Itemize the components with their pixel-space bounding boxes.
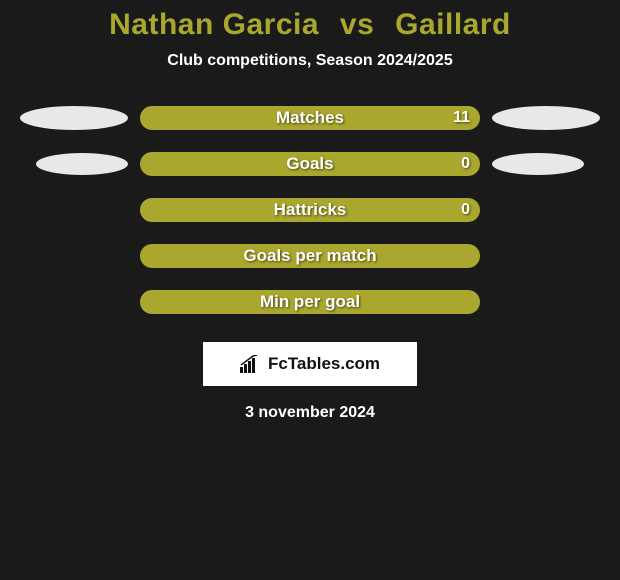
stat-label: Goals per match	[243, 246, 376, 266]
stat-label: Min per goal	[260, 292, 360, 312]
date-text: 3 november 2024	[0, 404, 620, 422]
stat-bar: Matches 11	[140, 106, 480, 130]
badge-text: FcTables.com	[268, 354, 380, 374]
stat-bar: Goals per match	[140, 244, 480, 268]
stat-value: 0	[461, 155, 470, 173]
page-title: Nathan Garcia vs Gaillard	[0, 8, 620, 42]
stat-bar: Hattricks 0	[140, 198, 480, 222]
right-ellipse	[492, 106, 600, 130]
stat-row: Goals 0	[0, 152, 620, 176]
stat-value: 0	[461, 201, 470, 219]
stat-label: Matches	[276, 108, 344, 128]
stat-label: Hattricks	[274, 200, 347, 220]
comparison-rows: Matches 11 Goals 0 Hattricks 0 Goals per match…	[0, 106, 620, 314]
stat-value: 11	[453, 109, 470, 127]
stat-bar: Goals 0	[140, 152, 480, 176]
stat-bar: Min per goal	[140, 290, 480, 314]
left-ellipse	[36, 153, 128, 175]
source-badge: FcTables.com	[203, 342, 417, 386]
stat-row: Min per goal	[0, 290, 620, 314]
subtitle: Club competitions, Season 2024/2025	[0, 52, 620, 70]
title-player2: Gaillard	[395, 8, 511, 41]
left-ellipse	[20, 106, 128, 130]
stat-row: Matches 11	[0, 106, 620, 130]
title-player1: Nathan Garcia	[109, 8, 319, 41]
title-vs: vs	[340, 8, 374, 41]
comparison-infographic: Nathan Garcia vs Gaillard Club competiti…	[0, 0, 620, 422]
stat-row: Hattricks 0	[0, 198, 620, 222]
stat-label: Goals	[286, 154, 333, 174]
stat-row: Goals per match	[0, 244, 620, 268]
chart-icon	[240, 355, 262, 373]
right-ellipse	[492, 153, 584, 175]
